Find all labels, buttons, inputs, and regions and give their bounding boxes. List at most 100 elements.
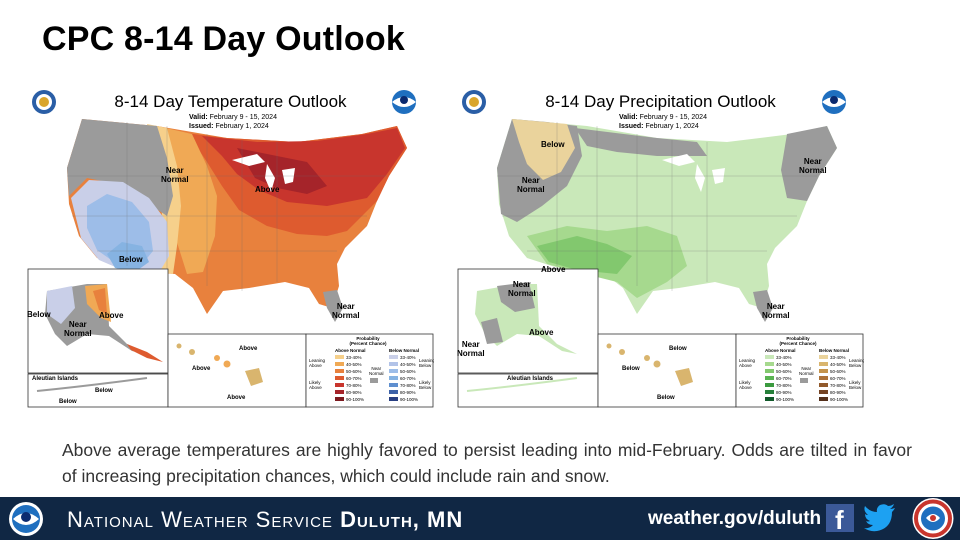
temperature-outlook-map: 8-14 Day Temperature Outlook Valid: Febr… — [27, 86, 434, 408]
legend-above-swatch — [335, 390, 344, 394]
precip-label-hi-below-3: Below — [657, 395, 675, 401]
temperature-valid-line: Valid: February 9 - 15, 2024 — [189, 114, 277, 121]
nws-logo-icon — [912, 498, 954, 539]
temp-label-ak-near-normal: Near Normal — [64, 320, 92, 338]
legend-leaning-below: Leaning Below — [849, 358, 864, 368]
legend-above-swatch — [335, 369, 344, 373]
legend-near-normal-swatch — [370, 378, 378, 383]
legend-below-range: 33-40% — [400, 355, 416, 360]
temperature-valid-value: February 9 - 15, 2024 — [209, 114, 277, 121]
legend-above-swatch — [335, 376, 344, 380]
precip-label-aleutian: Aleutian Islands — [507, 376, 554, 382]
legend-above-range: 90-100% — [776, 397, 795, 402]
legend-below-swatch — [389, 383, 398, 387]
legend-near-normal-label: Near Normal — [369, 366, 384, 376]
legend-below-swatch — [819, 397, 828, 401]
facebook-glyph: f — [835, 505, 844, 535]
noaa-logo-icon — [9, 502, 43, 536]
temp-label-below: Below — [119, 255, 143, 264]
legend-above-range: 40-50% — [346, 362, 362, 367]
legend-above-range: 90-100% — [346, 397, 365, 402]
precip-label-below-nw: Below — [541, 140, 565, 149]
legend-above-range: 80-90% — [346, 390, 362, 395]
legend-above-range: 50-60% — [776, 369, 792, 374]
legend-leaning-above: Leaning Above — [309, 358, 326, 368]
precipitation-valid-label: Valid: — [619, 114, 638, 121]
legend-title: Probability (Percent Chance) — [349, 336, 387, 346]
legend-above-range: 33-40% — [346, 355, 362, 360]
legend-leaning-above: Leaning Above — [739, 358, 756, 368]
facebook-icon[interactable]: f — [826, 504, 854, 535]
legend-above-range: 80-90% — [776, 390, 792, 395]
footer-bar: National Weather Service Duluth, MN weat… — [0, 497, 960, 540]
legend-above-normal-heading: Above Normal — [765, 348, 796, 353]
legend-near-normal-swatch — [800, 378, 808, 383]
legend-below-range: 80-90% — [830, 390, 846, 395]
legend-above-swatch — [765, 397, 774, 401]
legend-likely-below: Likely Below — [419, 380, 432, 390]
precipitation-map-graphic — [457, 90, 864, 408]
temp-label-near-normal-west: Near Normal — [161, 166, 189, 184]
legend-above-range: 50-60% — [346, 369, 362, 374]
precipitation-issued-label: Issued: — [619, 123, 644, 130]
precip-label-near-normal-se: Near Normal — [762, 302, 790, 320]
precipitation-valid-line: Valid: February 9 - 15, 2024 — [619, 114, 707, 121]
temperature-panel-title: 8-14 Day Temperature Outlook — [114, 92, 347, 111]
precip-label-near-normal-west: Near Normal — [517, 176, 545, 194]
legend-above-swatch — [765, 376, 774, 380]
legend-likely-above: Likely Above — [739, 380, 752, 390]
precipitation-issued-line: Issued: February 1, 2024 — [619, 123, 699, 130]
legend-above-swatch — [765, 362, 774, 366]
precipitation-issued-value: February 1, 2024 — [645, 123, 699, 130]
legend-below-normal-heading: Below Normal — [389, 348, 420, 353]
nws-office-name: National Weather Service Duluth, MN — [67, 507, 463, 533]
legend-below-range: 50-60% — [400, 369, 416, 374]
legend-below-swatch — [819, 376, 828, 380]
legend-below-swatch — [819, 362, 828, 366]
legend-below-swatch — [819, 383, 828, 387]
precip-label-near-normal-ne: Near Normal — [799, 157, 827, 175]
temp-label-aleutian-below-2: Below — [59, 399, 77, 405]
temp-label-aleutian-below-1: Below — [95, 388, 113, 394]
legend-above-swatch — [335, 383, 344, 387]
legend-above-swatch — [335, 362, 344, 366]
legend-above-swatch — [765, 390, 774, 394]
legend-above-swatch — [765, 369, 774, 373]
precipitation-outlook-map: 8-14 Day Precipitation Outlook Valid: Fe… — [457, 86, 864, 408]
legend-below-swatch — [819, 355, 828, 359]
legend-above-swatch — [335, 355, 344, 359]
temp-label-near-normal-se: Near Normal — [332, 302, 360, 320]
website-link[interactable]: weather.gov/duluth — [648, 508, 822, 529]
precip-label-ak-near-normal-sw: Near Normal — [457, 340, 485, 358]
precip-label-above: Above — [541, 265, 566, 274]
precip-label-ak-near-normal: Near Normal — [508, 280, 536, 298]
legend-below-swatch — [389, 369, 398, 373]
temperature-issued-line: Issued: February 1, 2024 — [189, 123, 269, 130]
temp-label-aleutian: Aleutian Islands — [32, 376, 79, 382]
temperature-legend: Probability (Percent Chance) Above Normal… — [307, 336, 434, 406]
temp-label-hi-above-1: Above — [239, 346, 258, 352]
agency-name: National Weather Service — [67, 507, 333, 532]
legend-below-range: 40-50% — [830, 362, 846, 367]
slide-title: CPC 8-14 Day Outlook — [42, 20, 405, 58]
legend-below-swatch — [389, 355, 398, 359]
legend-below-range: 33-40% — [830, 355, 846, 360]
office-name: Duluth, MN — [340, 507, 464, 532]
legend-above-range: 40-50% — [776, 362, 792, 367]
precip-label-ak-above: Above — [529, 328, 554, 337]
legend-leaning-below: Leaning Below — [419, 358, 434, 368]
legend-below-range: 50-60% — [830, 369, 846, 374]
precip-label-hi-below-1: Below — [669, 346, 687, 352]
precip-label-hi-below-2: Below — [622, 366, 640, 372]
legend-below-range: 60-70% — [830, 376, 846, 381]
temp-label-hi-above-2: Above — [192, 366, 211, 372]
temperature-issued-value: February 1, 2024 — [215, 123, 269, 130]
legend-above-swatch — [335, 397, 344, 401]
legend-above-normal-heading: Above Normal — [335, 348, 366, 353]
legend-above-range: 33-40% — [776, 355, 792, 360]
legend-below-range: 40-50% — [400, 362, 416, 367]
legend-below-range: 90-100% — [830, 397, 849, 402]
legend-below-normal-heading: Below Normal — [819, 348, 850, 353]
legend-above-range: 60-70% — [346, 376, 362, 381]
twitter-icon[interactable] — [864, 504, 896, 532]
